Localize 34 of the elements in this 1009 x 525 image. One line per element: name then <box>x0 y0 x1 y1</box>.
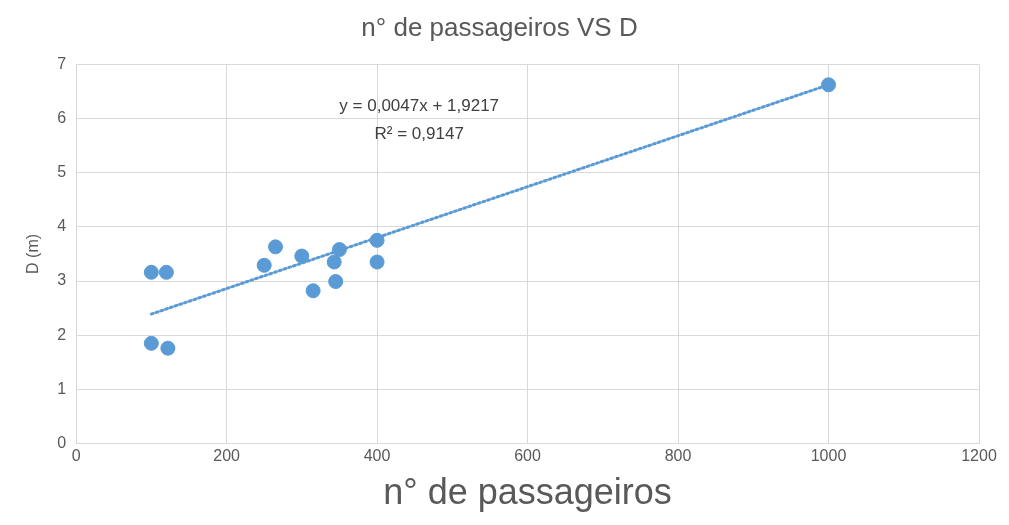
x-tick-label: 600 <box>514 446 541 464</box>
y-tick-label: 1 <box>57 379 67 397</box>
y-tick-label: 6 <box>57 108 67 126</box>
point <box>143 264 159 280</box>
y-tick-label: 2 <box>57 325 67 343</box>
y-tick-label: 3 <box>57 271 67 289</box>
point <box>256 257 272 273</box>
chart-title: n° de passageiros VS D <box>361 11 638 42</box>
point <box>158 264 174 280</box>
point <box>305 283 321 299</box>
x-axis-title: n° de passageiros <box>383 471 672 513</box>
annotation: y = 0,0047x + 1,9217 <box>339 95 500 115</box>
x-tick-label: 0 <box>71 446 81 464</box>
point <box>821 77 837 93</box>
point <box>160 340 176 356</box>
y-tick-label: 7 <box>57 54 67 72</box>
y-tick-label: 0 <box>57 434 67 452</box>
point <box>326 254 342 270</box>
point <box>369 254 385 270</box>
x-tick-label: 200 <box>213 446 241 464</box>
point <box>331 242 347 258</box>
point <box>369 232 385 248</box>
y-tick-label: 5 <box>57 163 67 181</box>
annotation: R² = 0,9147 <box>374 123 464 143</box>
y-tick-label: 4 <box>57 217 67 235</box>
x-tick-label: 800 <box>664 446 692 464</box>
point <box>294 248 310 264</box>
x-tick-label: 1000 <box>810 446 847 464</box>
x-tick-label: 400 <box>363 446 391 464</box>
point <box>328 274 344 290</box>
point <box>267 239 283 255</box>
y-axis-title: D (m) <box>24 233 42 274</box>
x-tick-label: 1200 <box>961 446 997 464</box>
point <box>143 335 159 351</box>
